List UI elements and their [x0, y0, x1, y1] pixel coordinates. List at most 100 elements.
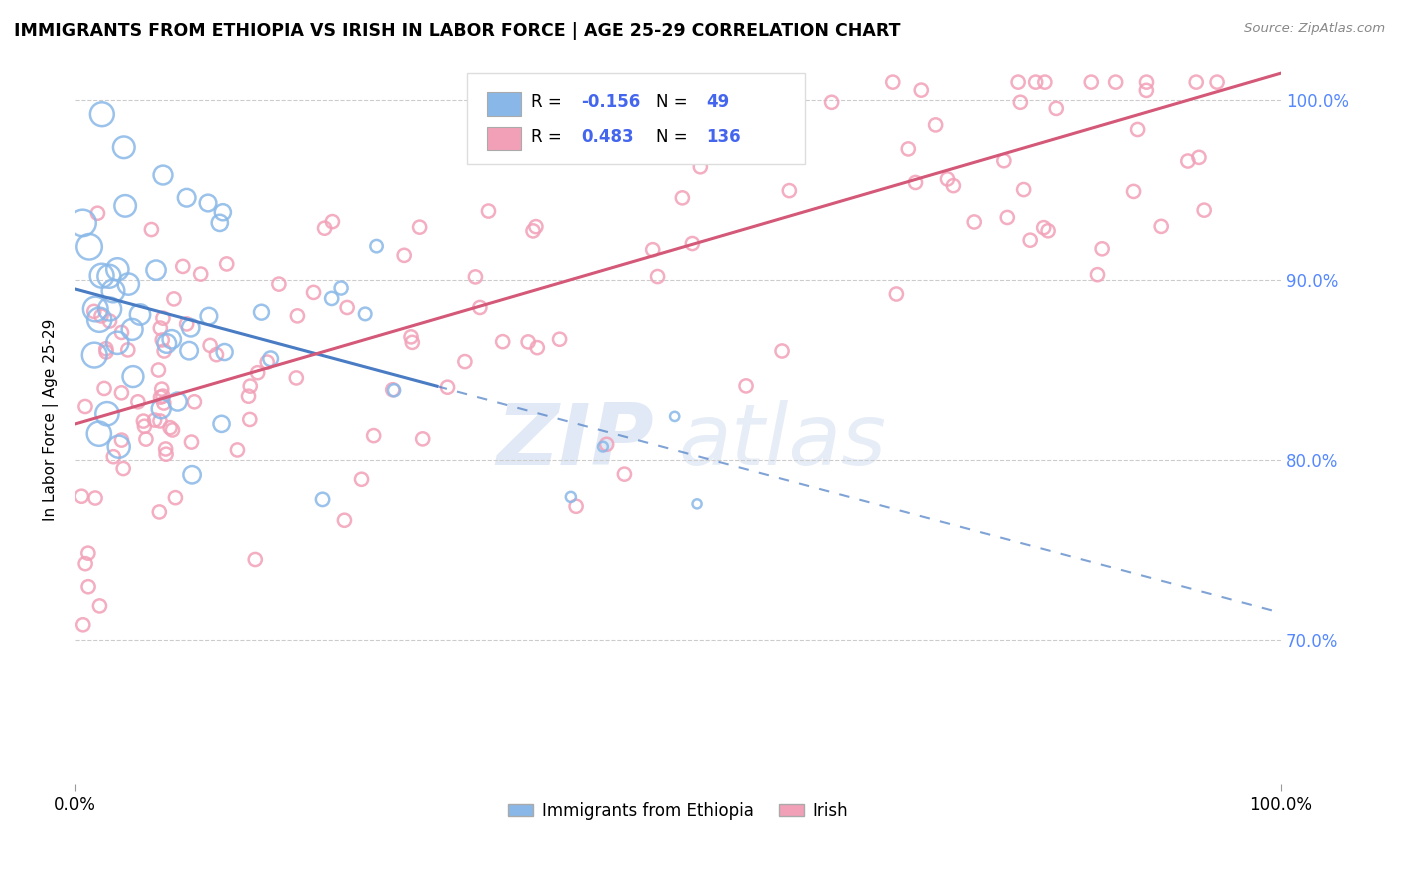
- Point: [321, 292, 343, 306]
- Point: [159, 420, 181, 434]
- Point: [664, 409, 686, 424]
- Point: [155, 447, 177, 461]
- Point: [820, 95, 842, 110]
- Point: [121, 322, 143, 336]
- Point: [1185, 75, 1208, 89]
- Point: [1091, 242, 1114, 256]
- Point: [993, 153, 1015, 168]
- Point: [165, 491, 187, 505]
- Text: ZIP: ZIP: [496, 400, 654, 483]
- Point: [112, 140, 135, 154]
- Text: atlas: atlas: [678, 400, 886, 483]
- Point: [72, 216, 94, 230]
- Point: [454, 354, 477, 368]
- Point: [148, 363, 170, 377]
- Point: [401, 335, 423, 350]
- Point: [162, 423, 184, 437]
- Point: [176, 191, 198, 205]
- Point: [198, 309, 221, 323]
- Point: [239, 379, 262, 393]
- Point: [110, 433, 132, 447]
- Point: [770, 343, 793, 358]
- Point: [150, 401, 173, 416]
- Legend: Immigrants from Ethiopia, Irish: Immigrants from Ethiopia, Irish: [502, 795, 855, 826]
- Point: [83, 304, 105, 318]
- Point: [110, 326, 132, 340]
- Point: [77, 240, 100, 254]
- Point: [90, 107, 112, 121]
- Point: [70, 489, 93, 503]
- Point: [560, 490, 582, 504]
- Point: [226, 442, 249, 457]
- Point: [1025, 75, 1047, 89]
- Point: [1135, 83, 1157, 97]
- Point: [176, 317, 198, 331]
- Point: [153, 343, 176, 358]
- Point: [592, 440, 614, 454]
- Point: [381, 383, 404, 397]
- Point: [1010, 95, 1032, 110]
- Point: [936, 172, 959, 186]
- Point: [90, 309, 112, 323]
- Point: [211, 205, 233, 219]
- Point: [103, 450, 125, 464]
- Point: [256, 355, 278, 369]
- Point: [180, 320, 202, 334]
- Point: [134, 419, 156, 434]
- Point: [149, 390, 172, 404]
- Point: [77, 580, 100, 594]
- Point: [321, 214, 343, 228]
- Point: [101, 284, 124, 298]
- Point: [89, 312, 111, 326]
- Point: [311, 492, 333, 507]
- Point: [700, 94, 723, 108]
- Point: [117, 343, 139, 357]
- Point: [84, 491, 107, 505]
- Point: [336, 301, 359, 315]
- Point: [354, 307, 377, 321]
- Point: [686, 497, 709, 511]
- Point: [180, 435, 202, 450]
- Point: [153, 396, 176, 410]
- Point: [492, 334, 515, 349]
- Text: R =: R =: [531, 128, 567, 145]
- Point: [87, 426, 110, 441]
- Point: [1126, 122, 1149, 136]
- Point: [145, 263, 167, 277]
- Point: [904, 176, 927, 190]
- Point: [93, 381, 115, 395]
- Point: [150, 382, 173, 396]
- Point: [735, 379, 758, 393]
- Point: [211, 417, 233, 431]
- Point: [524, 219, 547, 234]
- Point: [671, 191, 693, 205]
- Point: [522, 224, 544, 238]
- Point: [526, 341, 548, 355]
- Point: [681, 236, 703, 251]
- Point: [641, 243, 664, 257]
- Point: [477, 204, 499, 219]
- Point: [127, 394, 149, 409]
- Point: [110, 385, 132, 400]
- Point: [1033, 75, 1056, 89]
- Point: [141, 222, 163, 236]
- Point: [163, 292, 186, 306]
- Y-axis label: In Labor Force | Age 25-29: In Labor Force | Age 25-29: [44, 318, 59, 521]
- Point: [468, 301, 491, 315]
- Point: [166, 394, 188, 409]
- Point: [105, 262, 128, 277]
- Point: [995, 211, 1018, 225]
- Point: [882, 75, 904, 89]
- Point: [963, 215, 986, 229]
- Point: [1012, 183, 1035, 197]
- Point: [702, 142, 724, 156]
- Point: [1135, 75, 1157, 89]
- Point: [363, 428, 385, 442]
- Point: [183, 394, 205, 409]
- Point: [94, 345, 117, 359]
- Point: [399, 330, 422, 344]
- Point: [152, 311, 174, 326]
- Point: [886, 287, 908, 301]
- Point: [150, 333, 173, 347]
- Point: [105, 335, 128, 350]
